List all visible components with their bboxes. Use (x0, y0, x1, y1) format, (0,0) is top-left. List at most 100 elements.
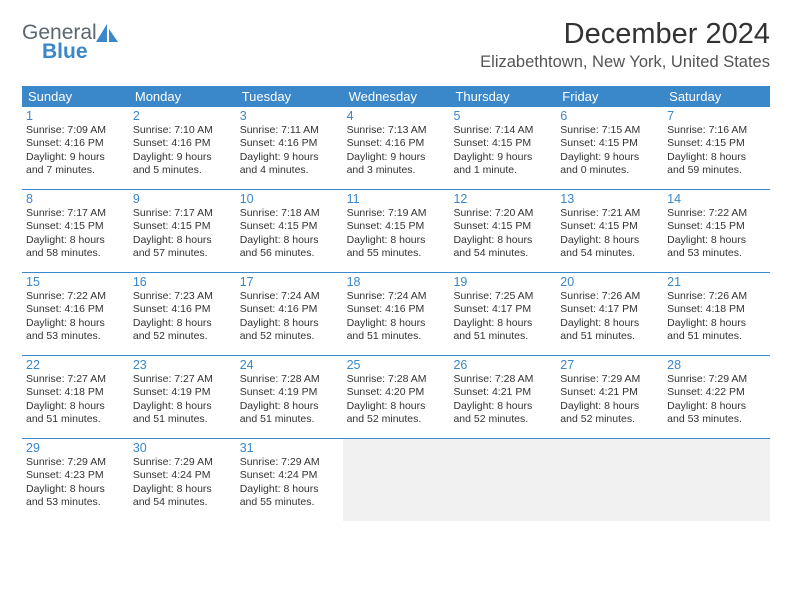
daylight-line: and 51 minutes. (560, 330, 659, 343)
day-cell: 29Sunrise: 7:29 AMSunset: 4:23 PMDayligh… (22, 439, 129, 521)
day-number: 28 (667, 358, 766, 372)
daylight-line: Daylight: 8 hours (667, 234, 766, 247)
daylight-line: Daylight: 8 hours (560, 234, 659, 247)
day-number: 3 (240, 109, 339, 123)
daylight-line: and 54 minutes. (560, 247, 659, 260)
sunrise-line: Sunrise: 7:14 AM (453, 124, 552, 137)
sunrise-line: Sunrise: 7:24 AM (240, 290, 339, 303)
daylight-line: Daylight: 8 hours (347, 234, 446, 247)
sunrise-line: Sunrise: 7:16 AM (667, 124, 766, 137)
daylight-line: Daylight: 9 hours (240, 151, 339, 164)
sunrise-line: Sunrise: 7:29 AM (240, 456, 339, 469)
day-cell: 17Sunrise: 7:24 AMSunset: 4:16 PMDayligh… (236, 273, 343, 355)
sunrise-line: Sunrise: 7:28 AM (240, 373, 339, 386)
sunset-line: Sunset: 4:16 PM (240, 137, 339, 150)
sunrise-line: Sunrise: 7:29 AM (560, 373, 659, 386)
daylight-line: Daylight: 8 hours (667, 317, 766, 330)
day-number: 11 (347, 192, 446, 206)
day-cell: 8Sunrise: 7:17 AMSunset: 4:15 PMDaylight… (22, 190, 129, 272)
day-number: 22 (26, 358, 125, 372)
day-number: 13 (560, 192, 659, 206)
sunset-line: Sunset: 4:15 PM (453, 220, 552, 233)
day-number: 18 (347, 275, 446, 289)
day-number: 1 (26, 109, 125, 123)
daylight-line: Daylight: 9 hours (560, 151, 659, 164)
empty-cell (556, 439, 663, 521)
daylight-line: and 0 minutes. (560, 164, 659, 177)
day-cell: 12Sunrise: 7:20 AMSunset: 4:15 PMDayligh… (449, 190, 556, 272)
dow-sunday: Sunday (22, 86, 129, 107)
empty-cell (343, 439, 450, 521)
sunset-line: Sunset: 4:21 PM (453, 386, 552, 399)
day-number: 23 (133, 358, 232, 372)
day-number: 29 (26, 441, 125, 455)
sunrise-line: Sunrise: 7:23 AM (133, 290, 232, 303)
daylight-line: and 54 minutes. (453, 247, 552, 260)
sunset-line: Sunset: 4:23 PM (26, 469, 125, 482)
day-cell: 2Sunrise: 7:10 AMSunset: 4:16 PMDaylight… (129, 107, 236, 189)
sunrise-line: Sunrise: 7:26 AM (560, 290, 659, 303)
day-number: 31 (240, 441, 339, 455)
day-number: 27 (560, 358, 659, 372)
day-cell: 4Sunrise: 7:13 AMSunset: 4:16 PMDaylight… (343, 107, 450, 189)
daylight-line: and 52 minutes. (453, 413, 552, 426)
daylight-line: Daylight: 8 hours (26, 483, 125, 496)
calendar: Sunday Monday Tuesday Wednesday Thursday… (22, 86, 770, 521)
sunset-line: Sunset: 4:15 PM (667, 220, 766, 233)
daylight-line: and 7 minutes. (26, 164, 125, 177)
day-cell: 1Sunrise: 7:09 AMSunset: 4:16 PMDaylight… (22, 107, 129, 189)
empty-cell (663, 439, 770, 521)
daylight-line: and 59 minutes. (667, 164, 766, 177)
day-cell: 10Sunrise: 7:18 AMSunset: 4:15 PMDayligh… (236, 190, 343, 272)
sunset-line: Sunset: 4:15 PM (667, 137, 766, 150)
daylight-line: Daylight: 8 hours (667, 151, 766, 164)
daylight-line: Daylight: 8 hours (133, 317, 232, 330)
sunset-line: Sunset: 4:15 PM (133, 220, 232, 233)
sunrise-line: Sunrise: 7:13 AM (347, 124, 446, 137)
header: General Blue December 2024 Elizabethtown… (22, 18, 770, 78)
brand-word-2: Blue (42, 41, 97, 62)
daylight-line: and 53 minutes. (26, 330, 125, 343)
day-number: 21 (667, 275, 766, 289)
sunset-line: Sunset: 4:20 PM (347, 386, 446, 399)
daylight-line: and 51 minutes. (240, 413, 339, 426)
dow-friday: Friday (556, 86, 663, 107)
daylight-line: Daylight: 8 hours (240, 400, 339, 413)
brand-logo: General Blue (22, 22, 97, 62)
sunrise-line: Sunrise: 7:29 AM (133, 456, 232, 469)
day-number: 4 (347, 109, 446, 123)
daylight-line: Daylight: 9 hours (347, 151, 446, 164)
day-cell: 15Sunrise: 7:22 AMSunset: 4:16 PMDayligh… (22, 273, 129, 355)
daylight-line: Daylight: 8 hours (133, 400, 232, 413)
dow-thursday: Thursday (449, 86, 556, 107)
sunset-line: Sunset: 4:15 PM (560, 220, 659, 233)
title-location: Elizabethtown, New York, United States (480, 53, 770, 72)
day-cell: 22Sunrise: 7:27 AMSunset: 4:18 PMDayligh… (22, 356, 129, 438)
title-month: December 2024 (480, 18, 770, 51)
sunset-line: Sunset: 4:22 PM (667, 386, 766, 399)
daylight-line: and 57 minutes. (133, 247, 232, 260)
day-number: 9 (133, 192, 232, 206)
dow-monday: Monday (129, 86, 236, 107)
daylight-line: and 55 minutes. (347, 247, 446, 260)
brand-word-1: General (22, 22, 97, 43)
sunset-line: Sunset: 4:15 PM (240, 220, 339, 233)
daylight-line: Daylight: 8 hours (347, 400, 446, 413)
dow-tuesday: Tuesday (236, 86, 343, 107)
daylight-line: Daylight: 8 hours (453, 400, 552, 413)
day-number: 10 (240, 192, 339, 206)
daylight-line: Daylight: 8 hours (240, 483, 339, 496)
daylight-line: and 51 minutes. (453, 330, 552, 343)
sunrise-line: Sunrise: 7:25 AM (453, 290, 552, 303)
daylight-line: and 52 minutes. (133, 330, 232, 343)
day-cell: 28Sunrise: 7:29 AMSunset: 4:22 PMDayligh… (663, 356, 770, 438)
day-number: 19 (453, 275, 552, 289)
day-number: 30 (133, 441, 232, 455)
sunrise-line: Sunrise: 7:22 AM (26, 290, 125, 303)
daylight-line: and 58 minutes. (26, 247, 125, 260)
weeks-container: 1Sunrise: 7:09 AMSunset: 4:16 PMDaylight… (22, 107, 770, 521)
sunrise-line: Sunrise: 7:11 AM (240, 124, 339, 137)
daylight-line: and 51 minutes. (667, 330, 766, 343)
day-cell: 24Sunrise: 7:28 AMSunset: 4:19 PMDayligh… (236, 356, 343, 438)
sunrise-line: Sunrise: 7:20 AM (453, 207, 552, 220)
